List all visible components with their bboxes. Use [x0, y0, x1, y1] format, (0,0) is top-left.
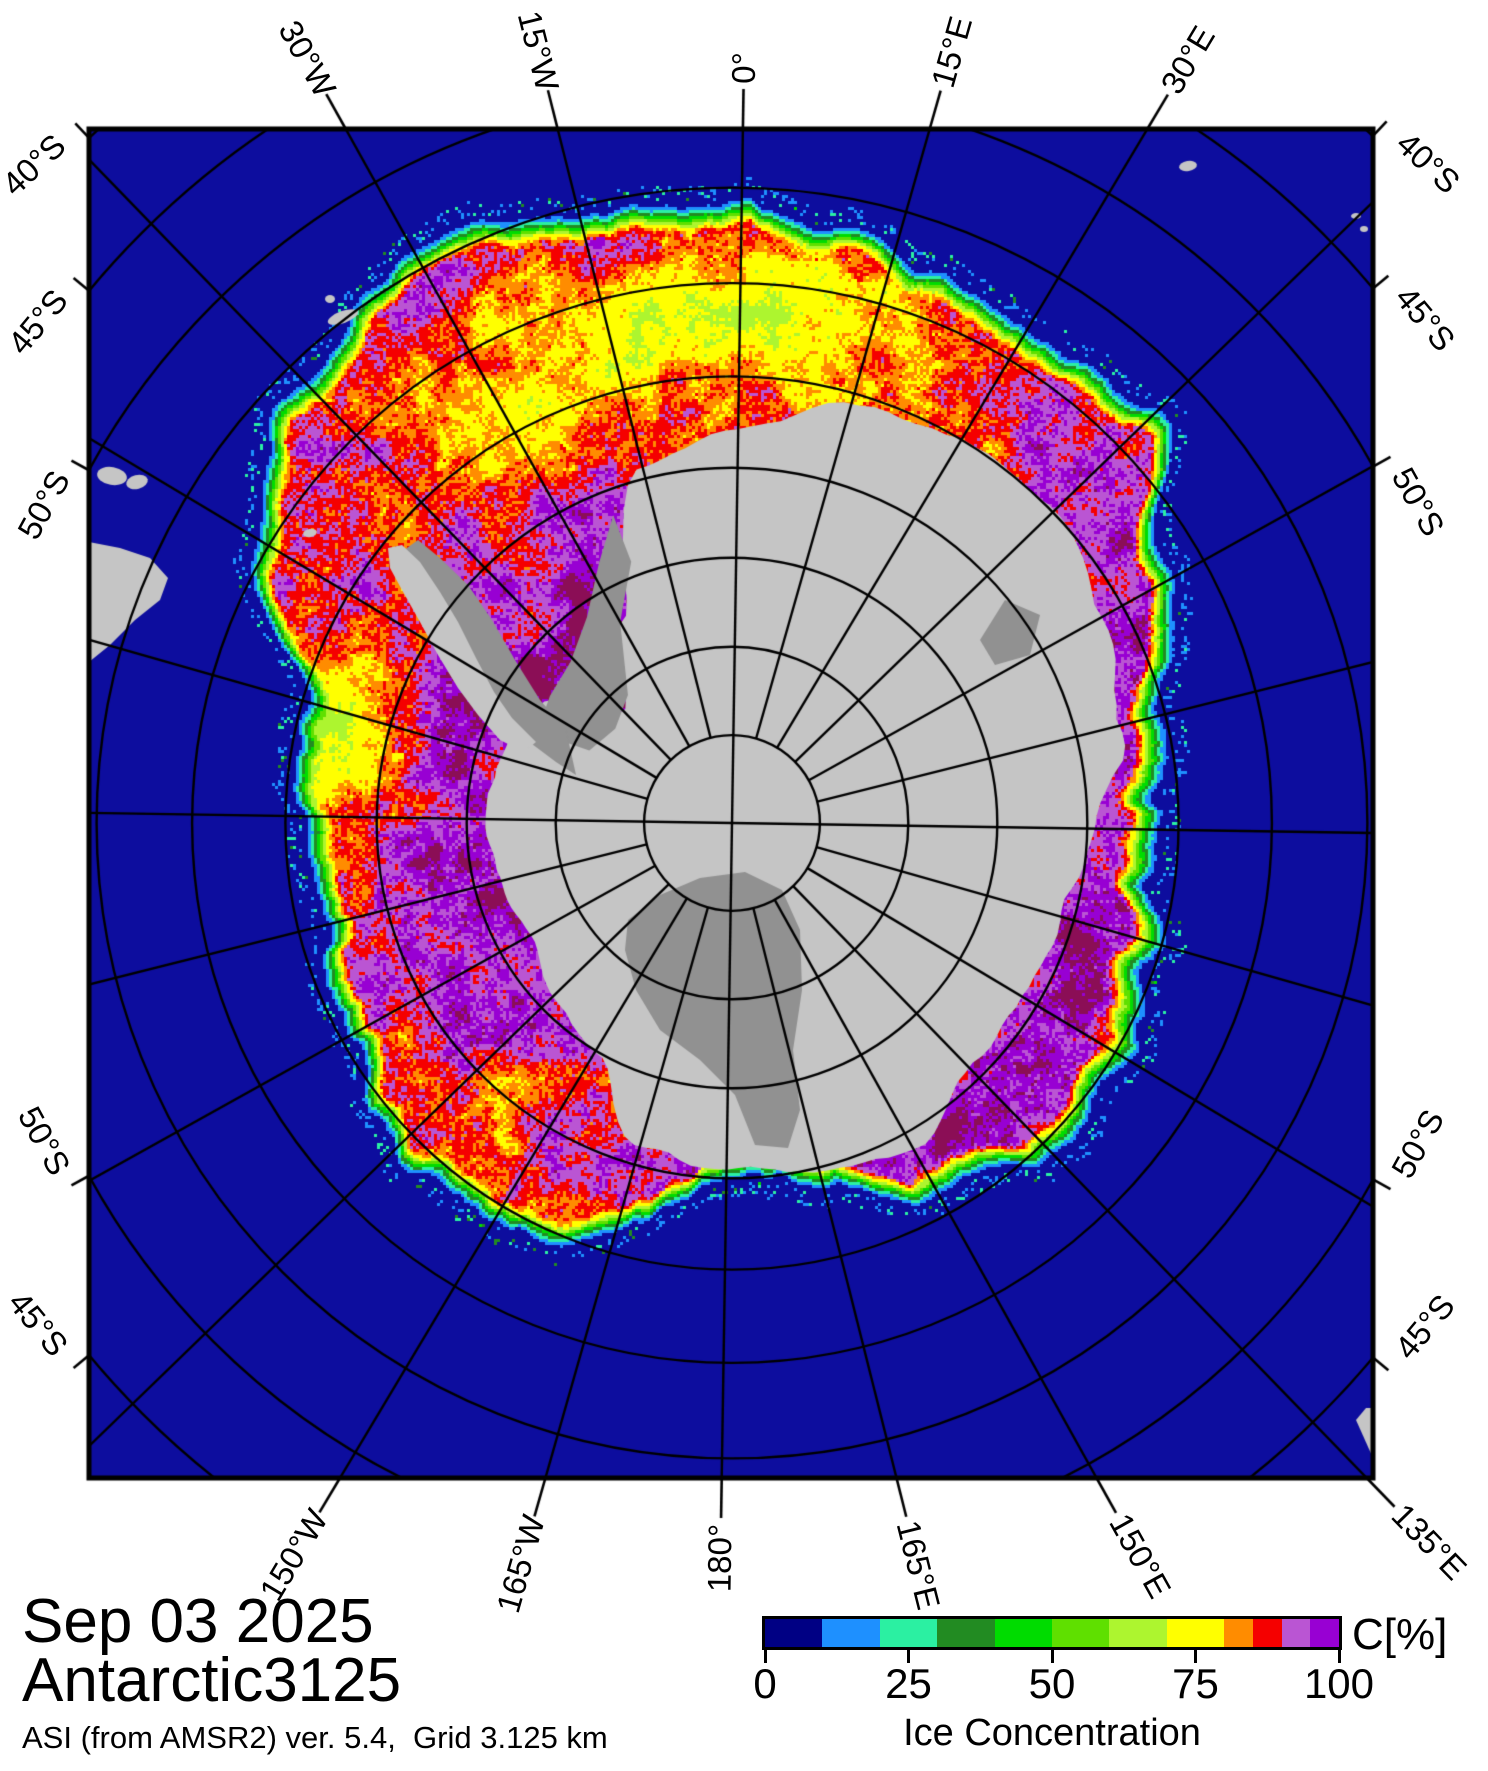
colorbar-segment [1051, 1619, 1110, 1647]
colorbar-tick [1337, 1650, 1341, 1663]
colorbar-tick-label: 50 [1028, 1660, 1076, 1707]
colorbar-segment [1310, 1619, 1339, 1647]
colorbar-segment [1252, 1619, 1282, 1647]
colorbar-tick [1194, 1650, 1197, 1663]
colorbar-segment [1281, 1619, 1311, 1647]
colorbar-tick [1050, 1650, 1054, 1663]
colorbar-tick [763, 1650, 767, 1663]
colorbar-segment [879, 1619, 938, 1647]
colorbar-segment [822, 1619, 880, 1647]
colorbar-segment [994, 1619, 1052, 1647]
colorbar-segment [937, 1619, 995, 1647]
colorbar-tick-label: 100 [1303, 1660, 1375, 1707]
date-label: Sep 03 2025 [22, 1587, 374, 1656]
colorbar-gradient [762, 1616, 1342, 1650]
colorbar-tick [907, 1650, 910, 1663]
colorbar-tick-label: 75 [1172, 1660, 1219, 1707]
colorbar-tick-label: 0 [753, 1660, 777, 1707]
colorbar-segment [1224, 1619, 1253, 1647]
colorbar-tick-label: 25 [885, 1660, 932, 1707]
colorbar-caption: Ice Concentration [903, 1712, 1201, 1754]
title-block: Sep 03 2025 Antarctic3125 ASI (from AMSR… [22, 1587, 608, 1756]
colorbar-segment [1109, 1619, 1167, 1647]
region-label: Antarctic3125 [22, 1646, 402, 1715]
source-label: ASI (from AMSR2) ver. 5.4, Grid 3.125 km [22, 1720, 608, 1755]
colorbar-unit: C[%] [1352, 1610, 1448, 1659]
colorbar-segment [1166, 1619, 1225, 1647]
colorbar-segment [765, 1619, 823, 1647]
